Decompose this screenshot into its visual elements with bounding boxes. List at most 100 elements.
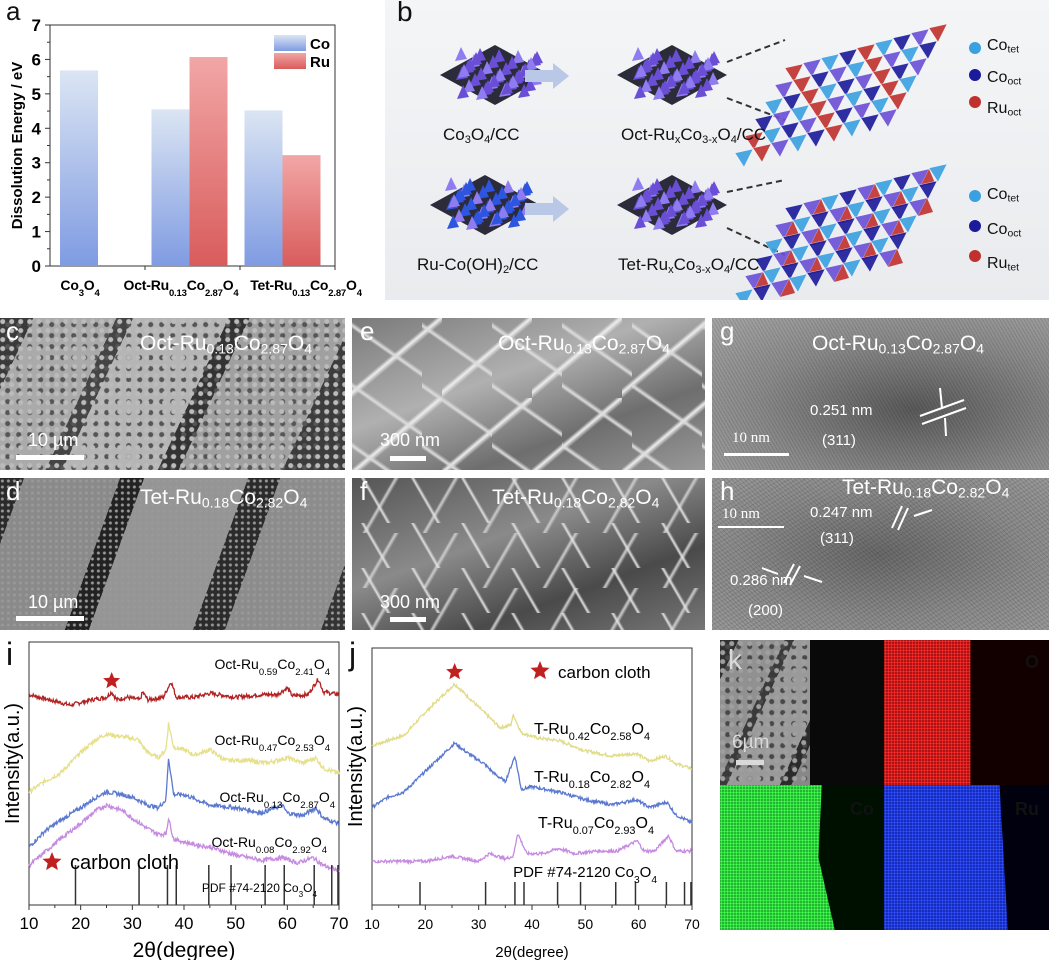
synthesis-schematic: b Co3O4/CC Oct-RuxCo3-xO4/CC Ru-Co(OH)2/… <box>385 0 1049 300</box>
legend-sphere <box>969 69 981 81</box>
label-tet-ruxco3xo4-cc: Tet-RuxCo3-xO4/CC <box>618 255 760 276</box>
octahedron <box>744 131 764 151</box>
panel-label-c: c <box>6 318 19 346</box>
nanosheet <box>501 81 513 95</box>
bar-ru <box>282 155 321 266</box>
octahedron <box>854 72 874 92</box>
nanosheet <box>635 64 647 78</box>
xrd-curve <box>28 678 340 708</box>
nanosheet <box>658 61 670 75</box>
nanosheet <box>475 67 487 81</box>
x-tick-label: 60 <box>278 914 297 933</box>
zoom-line <box>726 39 786 63</box>
sem-image-f: f Tet-Ru0.18Co2.82O4 300 nm <box>352 478 705 630</box>
legend-co-oct: Cooct <box>987 220 1022 240</box>
legend-co-tet: Cotet <box>987 37 1020 56</box>
nanosheet <box>652 67 664 81</box>
octahedron <box>928 23 948 43</box>
nanosheet <box>684 205 696 219</box>
sample-title: Tet-Ru0.18Co2.82O4 <box>140 486 308 511</box>
legend-star-icon <box>530 661 550 680</box>
octahedron <box>836 77 856 97</box>
octahedron <box>842 258 862 278</box>
nanosheet <box>500 62 512 76</box>
nanosheet <box>513 69 525 83</box>
octahedron <box>800 87 820 107</box>
nanosheet <box>483 179 495 193</box>
octahedron <box>790 104 810 124</box>
lattice-spacing-2: 0.286 nm <box>730 572 793 589</box>
nanosheet <box>683 186 695 200</box>
nanosheet <box>659 210 671 224</box>
nanosheet <box>465 197 477 211</box>
legend-bottom: Cotet Cooct Rutet <box>967 180 1021 284</box>
octahedron <box>892 33 912 53</box>
co-signal <box>720 785 835 930</box>
nanosheet <box>447 215 459 229</box>
octahedron <box>808 99 828 119</box>
nanosheet <box>472 210 484 224</box>
nanosheet <box>702 57 714 71</box>
nanosheet <box>696 193 708 207</box>
octahedron <box>874 178 894 198</box>
tet-block <box>617 175 727 235</box>
nanosheet <box>477 185 489 199</box>
carbon-cloth-peak-star <box>103 672 121 689</box>
nanosheet <box>494 68 506 82</box>
ru-signal <box>884 785 1008 930</box>
sample-title: Oct-Ru0.13Co2.87O4 <box>498 332 671 357</box>
nanosheet <box>524 78 536 92</box>
nanosheet <box>497 205 509 219</box>
co3o4-cc-block <box>440 45 550 105</box>
octahedron <box>862 84 882 104</box>
ru-tetrahedron <box>888 249 903 267</box>
nanosheet <box>490 192 502 206</box>
octahedron <box>752 283 772 300</box>
y-tick-label: 6 <box>32 50 41 69</box>
x-tick-label: Tet-Ru0.13Co2.87O4 <box>250 277 363 299</box>
hrtem-image-h: h Tet-Ru0.18Co2.82O4 0.247 nm (311) 0.28… <box>712 478 1049 630</box>
octahedron <box>836 217 856 237</box>
nanosheet <box>478 204 490 218</box>
nanosheet <box>652 197 664 211</box>
nanosheet <box>684 75 696 89</box>
x-tick-label: 30 <box>471 916 487 932</box>
octahedron <box>788 133 808 153</box>
y-tick-label: 5 <box>32 85 41 104</box>
nanosheet <box>641 188 653 202</box>
nanosheet <box>476 86 488 100</box>
octahedron <box>792 75 812 95</box>
octahedron <box>764 237 784 257</box>
y-tick-label: 1 <box>32 223 41 242</box>
legend-ru-oct: Ruoct <box>987 100 1022 119</box>
octahedron <box>782 92 802 112</box>
octahedron <box>826 94 846 114</box>
schematic-graphics <box>430 23 981 300</box>
octahedron <box>834 246 854 266</box>
y-tick-label: 0 <box>32 257 41 276</box>
scale-bar <box>724 453 789 456</box>
octahedron <box>918 180 938 200</box>
legend-swatch-co <box>274 35 306 51</box>
legend-sphere <box>969 250 981 262</box>
y-tick-label: 3 <box>32 154 41 173</box>
series-label: Oct-Ru0.47Co2.53O4 <box>215 732 331 754</box>
sample-title: Tet-Ru0.18Co2.82O4 <box>842 478 1010 501</box>
nanosheet <box>664 55 676 69</box>
lattice-spacing: 0.251 nm <box>810 402 873 419</box>
xrd-chart-tet: 10 20 30 40 50 60 70 2θ(degree) Intensity(a.u.) T… <box>345 647 700 960</box>
nanosheet <box>671 198 683 212</box>
hrtem-image-g: g Oct-Ru0.13Co2.87O4 0.251 nm (311) 10 n… <box>712 318 1049 470</box>
scale-bar <box>390 617 426 622</box>
nanosheet <box>689 50 701 64</box>
octahedron <box>900 185 920 205</box>
panel-label-d: d <box>6 478 21 506</box>
nanosheet <box>696 63 708 77</box>
nanosheet <box>707 72 719 86</box>
lattice-oct <box>734 23 948 168</box>
nanosheet <box>670 179 682 193</box>
x-tick-label: 50 <box>578 916 594 932</box>
octahedron <box>864 195 884 215</box>
nanosheet <box>459 203 471 217</box>
octahedron <box>780 121 800 141</box>
